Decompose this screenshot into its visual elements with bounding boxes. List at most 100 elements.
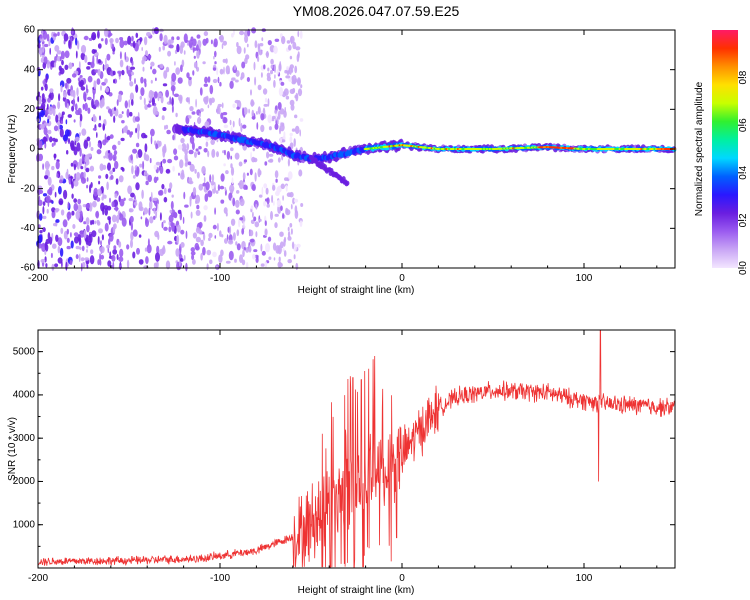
noise-blob xyxy=(260,113,265,121)
noise-blob xyxy=(252,211,254,218)
noise-blob xyxy=(235,70,240,77)
noise-blob xyxy=(255,111,259,115)
noise-blob xyxy=(290,203,293,210)
noise-blob xyxy=(265,187,269,195)
noise-blob xyxy=(104,222,109,232)
noise-blob xyxy=(268,256,272,260)
noise-blob xyxy=(71,73,77,78)
noise-blob xyxy=(143,97,146,106)
noise-blob xyxy=(252,253,256,260)
noise-blob xyxy=(86,177,89,182)
noise-blob xyxy=(114,106,116,112)
noise-blob xyxy=(210,180,215,186)
noise-blob xyxy=(126,244,130,250)
noise-blob xyxy=(265,50,269,59)
noise-blob xyxy=(174,212,178,219)
noise-blob xyxy=(83,139,89,149)
noise-blob xyxy=(120,137,125,142)
noise-blob xyxy=(66,211,72,220)
noise-blob xyxy=(196,44,199,51)
colorbar-tick-label: 0.0 xyxy=(738,261,749,275)
noise-blob xyxy=(219,230,222,238)
noise-blob xyxy=(173,81,176,86)
noise-blob xyxy=(96,78,101,85)
noise-blob xyxy=(115,205,118,212)
noise-blob xyxy=(152,197,158,201)
noise-blob xyxy=(83,35,89,41)
noise-blob xyxy=(290,104,295,111)
noise-blob xyxy=(92,127,97,131)
noise-blob xyxy=(96,197,101,202)
noise-blob xyxy=(102,64,105,72)
noise-blob xyxy=(68,62,73,70)
noise-blob xyxy=(217,103,222,108)
noise-blob xyxy=(212,224,217,230)
noise-blob xyxy=(129,81,134,87)
noise-blob xyxy=(76,142,81,152)
noise-blob xyxy=(235,209,240,215)
noise-blob xyxy=(177,209,182,214)
noise-blob xyxy=(60,227,64,234)
noise-blob xyxy=(254,40,258,49)
colorbar-tick-label: 0.8 xyxy=(738,70,749,84)
noise-blob xyxy=(270,70,273,75)
noise-blob xyxy=(159,33,163,42)
noise-blob xyxy=(242,107,245,116)
noise-blob xyxy=(70,232,72,238)
noise-blob xyxy=(69,260,73,265)
noise-blob xyxy=(77,198,82,205)
noise-blob xyxy=(60,120,64,125)
noise-blob xyxy=(159,63,164,69)
noise-blob xyxy=(72,98,76,108)
noise-blob xyxy=(155,161,161,166)
noise-blob xyxy=(274,109,278,114)
noise-blob xyxy=(297,30,300,38)
snr-series-line xyxy=(37,329,675,568)
noise-blob xyxy=(37,224,41,229)
noise-blob xyxy=(200,108,204,112)
noise-blob xyxy=(115,37,119,44)
noise-blob xyxy=(76,87,79,97)
noise-blob xyxy=(232,232,236,241)
noise-blob xyxy=(93,187,98,197)
noise-blob xyxy=(260,243,263,252)
noise-blob xyxy=(187,161,192,166)
noise-blob xyxy=(42,44,45,53)
noise-blob xyxy=(168,214,174,223)
noise-blob xyxy=(44,241,47,251)
noise-blob xyxy=(41,102,46,109)
noise-blob xyxy=(196,171,200,179)
noise-blob xyxy=(189,163,195,172)
noise-blob xyxy=(283,250,287,257)
noise-blob xyxy=(168,44,174,49)
noise-blob xyxy=(136,247,140,255)
noise-blob xyxy=(129,92,134,101)
noise-blob xyxy=(243,107,248,115)
noise-blob xyxy=(196,66,200,72)
noise-blob xyxy=(240,76,243,81)
noise-blob xyxy=(97,43,102,49)
noise-blob xyxy=(44,160,50,170)
noise-blob xyxy=(161,221,164,229)
noise-blob xyxy=(289,99,295,106)
noise-blob xyxy=(98,123,102,128)
noise-blob xyxy=(222,112,228,116)
noise-blob xyxy=(210,39,213,45)
noise-blob xyxy=(241,228,245,235)
noise-blob xyxy=(185,230,188,239)
noise-blob xyxy=(162,45,165,51)
noise-blob xyxy=(298,169,303,177)
noise-blob xyxy=(267,236,272,242)
noise-blob xyxy=(278,63,282,72)
noise-blob xyxy=(54,45,60,52)
noise-blob xyxy=(143,207,149,215)
noise-blob xyxy=(284,177,288,182)
noise-blob xyxy=(145,256,149,265)
noise-blob xyxy=(274,38,280,42)
noise-blob xyxy=(258,218,262,222)
noise-blob xyxy=(158,46,161,52)
noise-blob xyxy=(274,64,276,73)
noise-blob xyxy=(78,253,81,263)
noise-blob xyxy=(130,222,133,231)
